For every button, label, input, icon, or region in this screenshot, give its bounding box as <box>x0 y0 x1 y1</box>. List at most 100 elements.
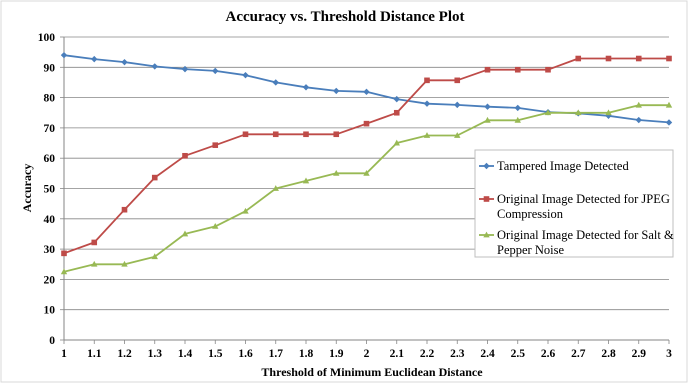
data-point <box>121 206 128 213</box>
x-tick-label: 2.2 <box>420 348 435 360</box>
data-point <box>575 109 582 116</box>
data-point <box>424 77 430 84</box>
data-point <box>121 260 128 267</box>
x-tick-label: 2.5 <box>511 348 526 360</box>
data-point <box>181 230 189 237</box>
data-point <box>484 116 491 123</box>
data-point <box>665 119 673 126</box>
data-point <box>635 55 642 62</box>
x-tick-label: 3 <box>666 348 672 360</box>
data-point <box>212 67 219 75</box>
y-tick-label: 90 <box>44 62 56 74</box>
data-point <box>483 231 490 238</box>
data-point <box>272 131 279 138</box>
x-tick-label: 2.7 <box>571 348 586 360</box>
data-point <box>514 104 521 112</box>
series-lines <box>60 51 673 275</box>
data-point <box>545 66 551 73</box>
data-point <box>272 185 279 191</box>
x-tick-label: 1.9 <box>329 348 344 360</box>
data-point <box>302 84 310 91</box>
data-point <box>212 142 219 148</box>
data-point <box>303 131 309 138</box>
y-tick-label: 20 <box>44 274 56 286</box>
data-point <box>605 55 612 62</box>
chart-title: Accuracy vs. Threshold Distance Plot <box>225 9 464 25</box>
legend-label: Pepper Noise <box>497 243 564 257</box>
data-point <box>242 207 249 214</box>
x-tick-label: 1.2 <box>117 348 132 360</box>
legend-label: Original Image Detected for JPEG <box>497 192 670 206</box>
data-point <box>393 139 400 146</box>
legend-label: Tampered Image Detected <box>497 159 629 173</box>
series-3 <box>60 101 673 275</box>
data-point <box>333 131 340 138</box>
legend-entry-1: Tampered Image Detected <box>479 159 629 173</box>
y-tick-labels: 0 10 20 30 40 50 60 70 80 90 100 <box>38 32 56 347</box>
data-point <box>484 66 491 73</box>
data-point <box>121 58 128 66</box>
x-tick-label: 2.3 <box>450 348 465 360</box>
data-point <box>423 100 431 107</box>
data-point <box>272 79 279 86</box>
legend-entry-3: Original Image Detected for Salt &Pepper… <box>479 228 674 257</box>
legend-entry-2: Original Image Detected for JPEGCompress… <box>479 192 670 221</box>
data-point <box>182 152 188 159</box>
data-point <box>60 51 68 59</box>
y-tick-label: 50 <box>44 184 56 196</box>
legend-label: Original Image Detected for Salt & <box>497 228 674 242</box>
data-point <box>484 103 491 110</box>
data-point <box>91 260 98 267</box>
data-point <box>333 87 340 95</box>
data-point <box>181 65 189 73</box>
data-point <box>151 174 158 181</box>
data-point <box>665 101 673 108</box>
x-tick-label: 2.8 <box>601 348 616 360</box>
y-tick-label: 70 <box>44 123 56 135</box>
x-tick-label: 2.4 <box>480 348 495 360</box>
data-point <box>363 120 370 127</box>
data-point <box>242 131 249 138</box>
x-tick-labels: 1 1.1 1.2 1.3 1.4 1.5 1.6 1.7 1.8 1.9 2 2.1 2.2 2.3 2.… <box>61 348 672 360</box>
data-point <box>151 63 158 70</box>
data-point <box>454 77 461 84</box>
data-point <box>605 109 612 116</box>
y-tick-label: 10 <box>44 305 56 317</box>
x-tick-label: 1.1 <box>87 348 102 360</box>
y-tick-label: 80 <box>44 93 56 105</box>
y-tick-label: 100 <box>38 32 56 44</box>
x-tick-label: 2.9 <box>632 348 647 360</box>
x-tick-label: 1.6 <box>238 348 253 360</box>
data-point <box>91 55 98 63</box>
data-point <box>635 101 642 108</box>
x-tick-label: 2.6 <box>541 348 556 360</box>
data-point <box>363 88 370 96</box>
data-point <box>363 169 370 176</box>
legend: Tampered Image Detected Original Image De… <box>474 149 674 258</box>
x-tick-label: 1.4 <box>178 348 193 360</box>
data-point <box>544 109 552 116</box>
x-tick-label: 2.1 <box>390 348 405 360</box>
data-point <box>333 169 340 176</box>
legend-box <box>474 149 674 258</box>
data-point <box>454 132 461 138</box>
x-axis-title: Threshold of Minimum Euclidean Distance <box>261 365 483 379</box>
data-point <box>666 55 672 62</box>
data-point <box>423 132 431 138</box>
data-point <box>514 66 521 73</box>
series-2 <box>61 55 672 257</box>
x-tick-label: 1.8 <box>299 348 314 360</box>
axes <box>60 36 670 344</box>
data-point <box>393 95 400 103</box>
x-tick-label: 2 <box>364 348 370 360</box>
data-point <box>302 177 310 184</box>
data-point <box>514 116 521 123</box>
data-point <box>635 116 642 124</box>
data-point <box>242 71 249 79</box>
x-tick-label: 1.7 <box>269 348 284 360</box>
data-point <box>454 101 461 109</box>
x-tick-label: 1.5 <box>208 348 223 360</box>
data-point <box>151 253 158 260</box>
y-tick-label: 30 <box>44 244 56 256</box>
